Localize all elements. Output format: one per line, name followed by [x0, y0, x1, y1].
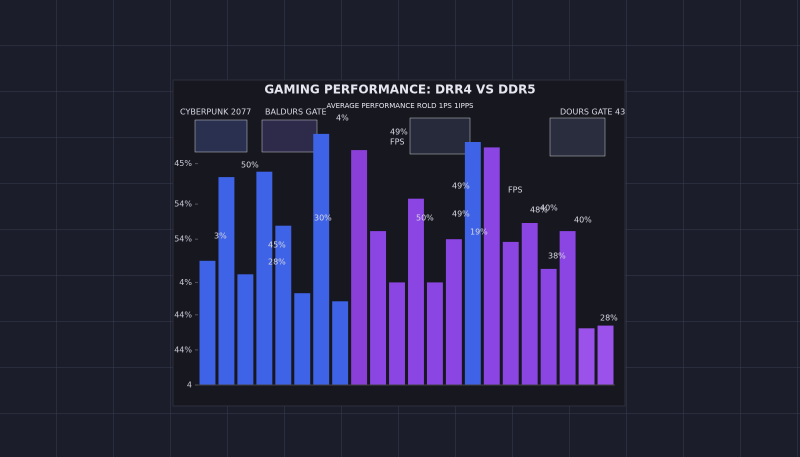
bar: [218, 177, 235, 385]
bar: [351, 150, 368, 385]
bar: [597, 325, 614, 385]
annotation: 49%: [390, 128, 408, 137]
bar: [445, 239, 462, 385]
y-tick-label: 45%: [174, 159, 192, 168]
annotation: 40%: [540, 204, 558, 213]
bar: [256, 171, 273, 385]
thumbnails: [194, 117, 606, 157]
annotation: 4%: [336, 114, 349, 123]
bar: [464, 142, 481, 385]
annotation: FPS: [390, 138, 405, 147]
y-tick-label: 54%: [174, 200, 192, 209]
annotation: 19%: [470, 228, 488, 237]
chart-subtitle: AVERAGE PERFORMANCE ROLD 1PS 1IPPS: [326, 102, 474, 110]
y-tick-label: 44%: [174, 345, 192, 354]
bar: [483, 147, 500, 385]
annotation: 38%: [548, 252, 566, 261]
bar: [370, 231, 387, 385]
bar: [408, 198, 424, 385]
annotation: 3%: [214, 232, 227, 241]
annotation: 48%: [530, 206, 548, 215]
bar: [426, 282, 443, 385]
annotation: 45%: [268, 241, 286, 250]
annotation: 49%: [452, 182, 470, 191]
annotation: 28%: [600, 314, 618, 323]
bar: [502, 241, 519, 385]
annotation: BALDURS GATE: [265, 108, 327, 117]
bar: [275, 225, 292, 385]
bar: [559, 231, 576, 385]
y-tick-label: 4: [187, 381, 192, 390]
annotation: 49%: [452, 210, 470, 219]
bar: [294, 293, 311, 385]
y-tick-label: 4%: [179, 278, 192, 287]
bar: [521, 223, 538, 385]
bar: [540, 268, 557, 385]
bar: [313, 133, 330, 385]
annotation: 28%: [268, 258, 286, 267]
annotation: DOURS GATE 43: [560, 108, 625, 117]
bar: [578, 328, 595, 385]
annotation: 40%: [574, 216, 592, 225]
y-tick-label: 54%: [174, 235, 192, 244]
annotation: CYBERPUNK 2077: [180, 108, 251, 117]
annotation: 50%: [241, 161, 259, 170]
bar: [199, 260, 216, 385]
y-tick-label: 44%: [174, 310, 192, 319]
annotation: FPS: [508, 186, 523, 195]
annotation: 30%: [314, 214, 332, 223]
bar: [237, 274, 254, 385]
bar: [332, 301, 349, 385]
chart-title: GAMING PERFORMANCE: DRR4 VS DDR5: [264, 83, 535, 97]
bar: [389, 282, 405, 385]
annotation: 50%: [416, 214, 434, 223]
